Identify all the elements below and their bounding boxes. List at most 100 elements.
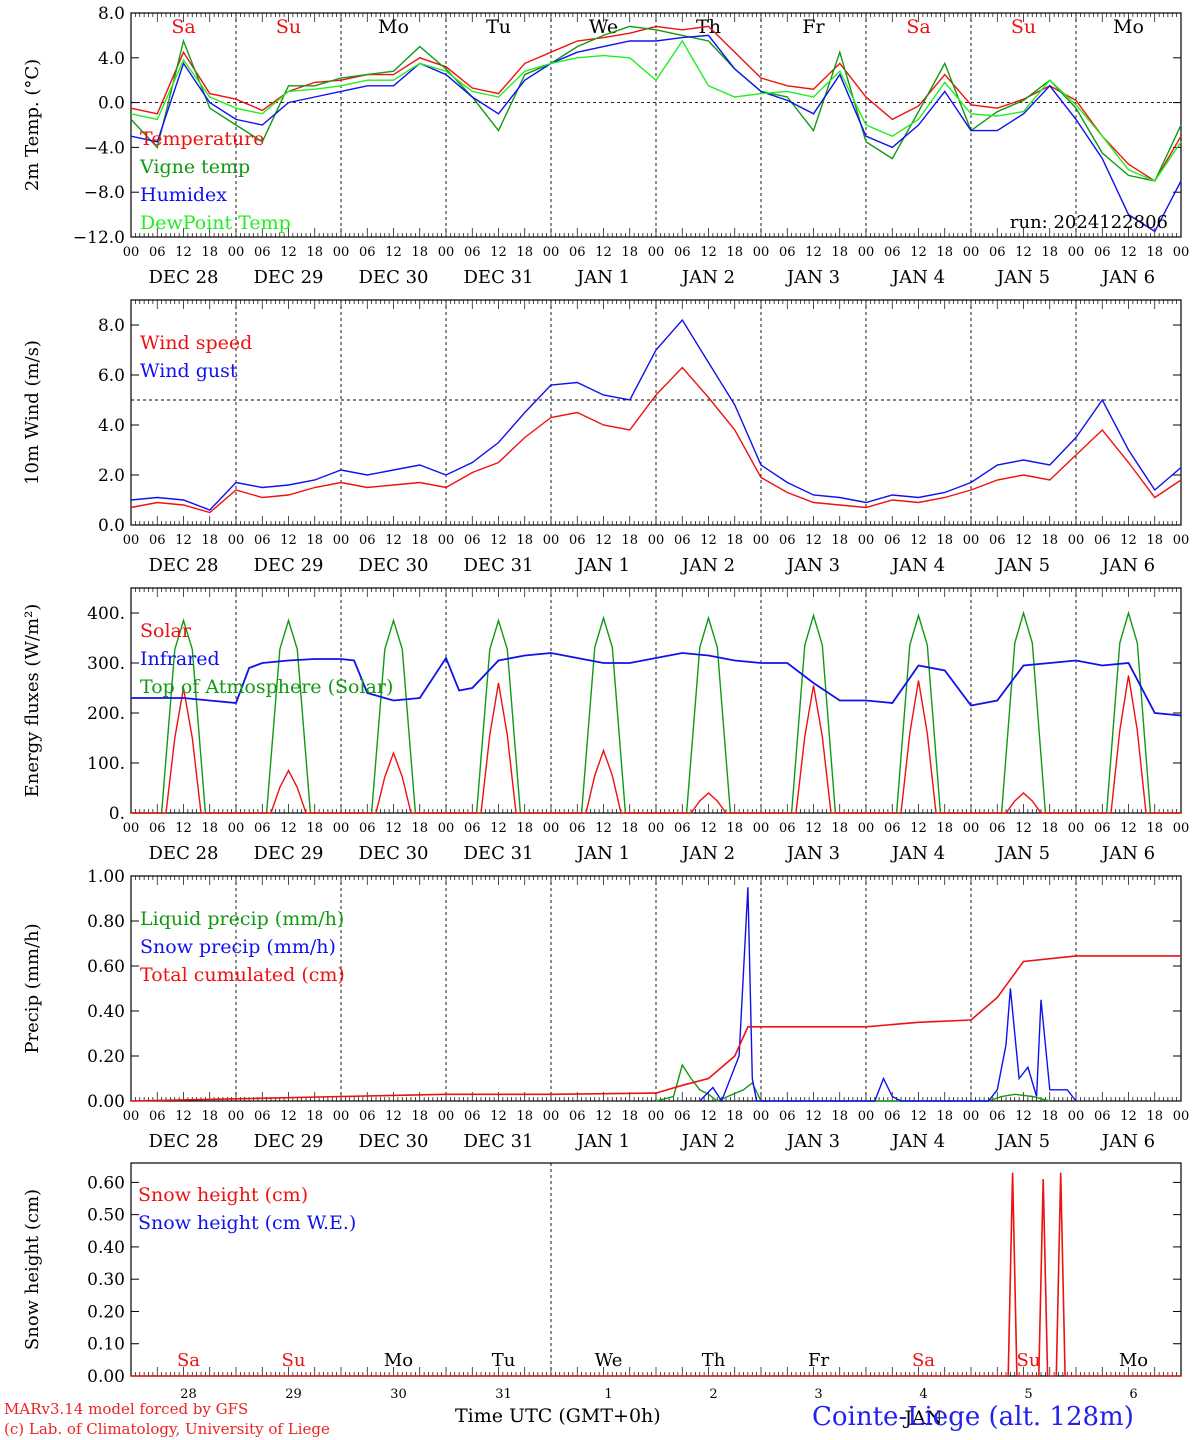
x-hour-label: 06 bbox=[779, 245, 796, 260]
y-tick-label: 8.0 bbox=[98, 316, 125, 336]
x-hour-label: 18 bbox=[306, 533, 323, 548]
series-line-vigne-temp bbox=[130, 25, 1182, 182]
y-tick-label: 1.00 bbox=[87, 867, 125, 887]
x-hour-label: 06 bbox=[779, 1109, 796, 1124]
x-hour-label: 00 bbox=[228, 821, 245, 836]
x-date-label: JAN 4 bbox=[890, 555, 945, 576]
x-date-label: JAN 3 bbox=[785, 555, 840, 576]
series-line-wind-speed bbox=[130, 366, 1182, 514]
weekday-label: Su bbox=[1017, 1350, 1041, 1371]
x-hour-label: 12 bbox=[385, 821, 402, 836]
x-hour-label: 06 bbox=[149, 245, 166, 260]
legend-entry: Vigne temp bbox=[139, 156, 250, 178]
x-hour-label: 18 bbox=[1146, 821, 1163, 836]
legend-entry: Solar bbox=[140, 620, 192, 642]
x-hour-label: 06 bbox=[884, 821, 901, 836]
x-hour-label: 12 bbox=[175, 245, 192, 260]
x-hour-label: 00 bbox=[858, 821, 875, 836]
x-hour-label: 06 bbox=[989, 1109, 1006, 1124]
x-date-label: DEC 30 bbox=[359, 555, 429, 576]
x-hour-label: 12 bbox=[700, 245, 717, 260]
legend-entry: Snow height (cm W.E.) bbox=[138, 1212, 356, 1234]
day-number-label: 1 bbox=[604, 1387, 612, 1402]
x-date-label: DEC 29 bbox=[254, 267, 324, 288]
lab-credit: (c) Lab. of Climatology, University of L… bbox=[4, 1420, 330, 1438]
x-hour-label: 06 bbox=[674, 821, 691, 836]
x-hour-label: 12 bbox=[1120, 245, 1137, 260]
x-hour-label: 00 bbox=[1173, 533, 1190, 548]
series-line-solar bbox=[131, 675, 1181, 814]
y-tick-label: 0.0 bbox=[98, 516, 125, 536]
x-hour-label: 00 bbox=[333, 533, 350, 548]
x-hour-label: 06 bbox=[779, 533, 796, 548]
x-hour-label: 06 bbox=[359, 533, 376, 548]
weekday-label: Th bbox=[702, 1350, 726, 1371]
x-date-label: DEC 30 bbox=[359, 843, 429, 864]
plot-frame bbox=[130, 299, 1182, 526]
x-hour-label: 06 bbox=[359, 821, 376, 836]
x-date-label: JAN 5 bbox=[995, 267, 1050, 288]
x-hour-label: 06 bbox=[254, 245, 271, 260]
x-hour-label: 12 bbox=[805, 821, 822, 836]
x-hour-label: 06 bbox=[359, 245, 376, 260]
weekday-label: Fr bbox=[802, 16, 825, 38]
x-date-label: DEC 28 bbox=[149, 267, 219, 288]
x-date-label: JAN 5 bbox=[995, 1131, 1050, 1152]
y-axis-title: 10m Wind (m/s) bbox=[22, 340, 43, 485]
x-date-label: JAN 3 bbox=[785, 1131, 840, 1152]
y-tick-label: 400. bbox=[87, 604, 125, 624]
x-hour-label: 12 bbox=[175, 533, 192, 548]
y-tick-label: 300. bbox=[87, 654, 125, 674]
x-hour-label: 18 bbox=[726, 533, 743, 548]
y-axis-title: 2m Temp. (°C) bbox=[22, 59, 43, 191]
weekday-label: Tu bbox=[492, 1350, 516, 1371]
x-hour-label: 18 bbox=[201, 533, 218, 548]
weekday-label: Su bbox=[276, 16, 301, 38]
y-tick-label: 8.0 bbox=[98, 4, 125, 24]
weekday-label: Sa bbox=[912, 1350, 935, 1371]
x-hour-label: 12 bbox=[700, 821, 717, 836]
x-hour-label: 18 bbox=[1041, 245, 1058, 260]
x-hour-label: 12 bbox=[1015, 533, 1032, 548]
x-hour-label: 00 bbox=[228, 1109, 245, 1124]
x-hour-label: 06 bbox=[254, 821, 271, 836]
series-line-infrared bbox=[131, 652, 1182, 717]
x-date-label: DEC 30 bbox=[359, 1131, 429, 1152]
day-number-label: 6 bbox=[1129, 1387, 1137, 1402]
x-hour-label: 18 bbox=[306, 1109, 323, 1124]
x-hour-label: 18 bbox=[1041, 821, 1058, 836]
x-hour-label: 06 bbox=[1094, 1109, 1111, 1124]
x-hour-label: 18 bbox=[1146, 1109, 1163, 1124]
x-hour-label: 00 bbox=[1173, 1109, 1190, 1124]
x-hour-label: 00 bbox=[963, 821, 980, 836]
x-date-label: JAN 6 bbox=[1100, 843, 1155, 864]
weekday-label: Sa bbox=[177, 1350, 200, 1371]
x-hour-label: 12 bbox=[805, 1109, 822, 1124]
x-date-label: JAN 1 bbox=[575, 1131, 630, 1152]
weekday-label: Sa bbox=[906, 16, 930, 38]
x-hour-label: 00 bbox=[648, 245, 665, 260]
day-number-label: 28 bbox=[180, 1387, 197, 1402]
x-hour-label: 06 bbox=[464, 821, 481, 836]
x-hour-label: 00 bbox=[1068, 533, 1085, 548]
weekday-label: We bbox=[595, 1350, 623, 1371]
x-date-label: JAN 3 bbox=[785, 843, 840, 864]
x-hour-label: 18 bbox=[936, 245, 953, 260]
x-hour-label: 00 bbox=[1173, 821, 1190, 836]
x-date-label: DEC 28 bbox=[149, 843, 219, 864]
x-hour-label: 00 bbox=[438, 245, 455, 260]
x-hour-label: 18 bbox=[726, 1109, 743, 1124]
x-date-label: JAN 6 bbox=[1100, 555, 1155, 576]
x-hour-label: 12 bbox=[1015, 1109, 1032, 1124]
x-date-label: JAN 1 bbox=[575, 843, 630, 864]
x-hour-label: 12 bbox=[910, 533, 927, 548]
x-hour-label: 00 bbox=[333, 821, 350, 836]
legend-entry: Top of Atmosphere (Solar) bbox=[140, 676, 393, 698]
day-number-label: 3 bbox=[814, 1387, 822, 1402]
y-tick-label: 0.50 bbox=[87, 1206, 125, 1226]
x-date-label: DEC 31 bbox=[464, 1131, 534, 1152]
day-number-label: 2 bbox=[709, 1387, 717, 1402]
x-hour-label: 00 bbox=[333, 1109, 350, 1124]
x-date-label: JAN 1 bbox=[575, 267, 630, 288]
